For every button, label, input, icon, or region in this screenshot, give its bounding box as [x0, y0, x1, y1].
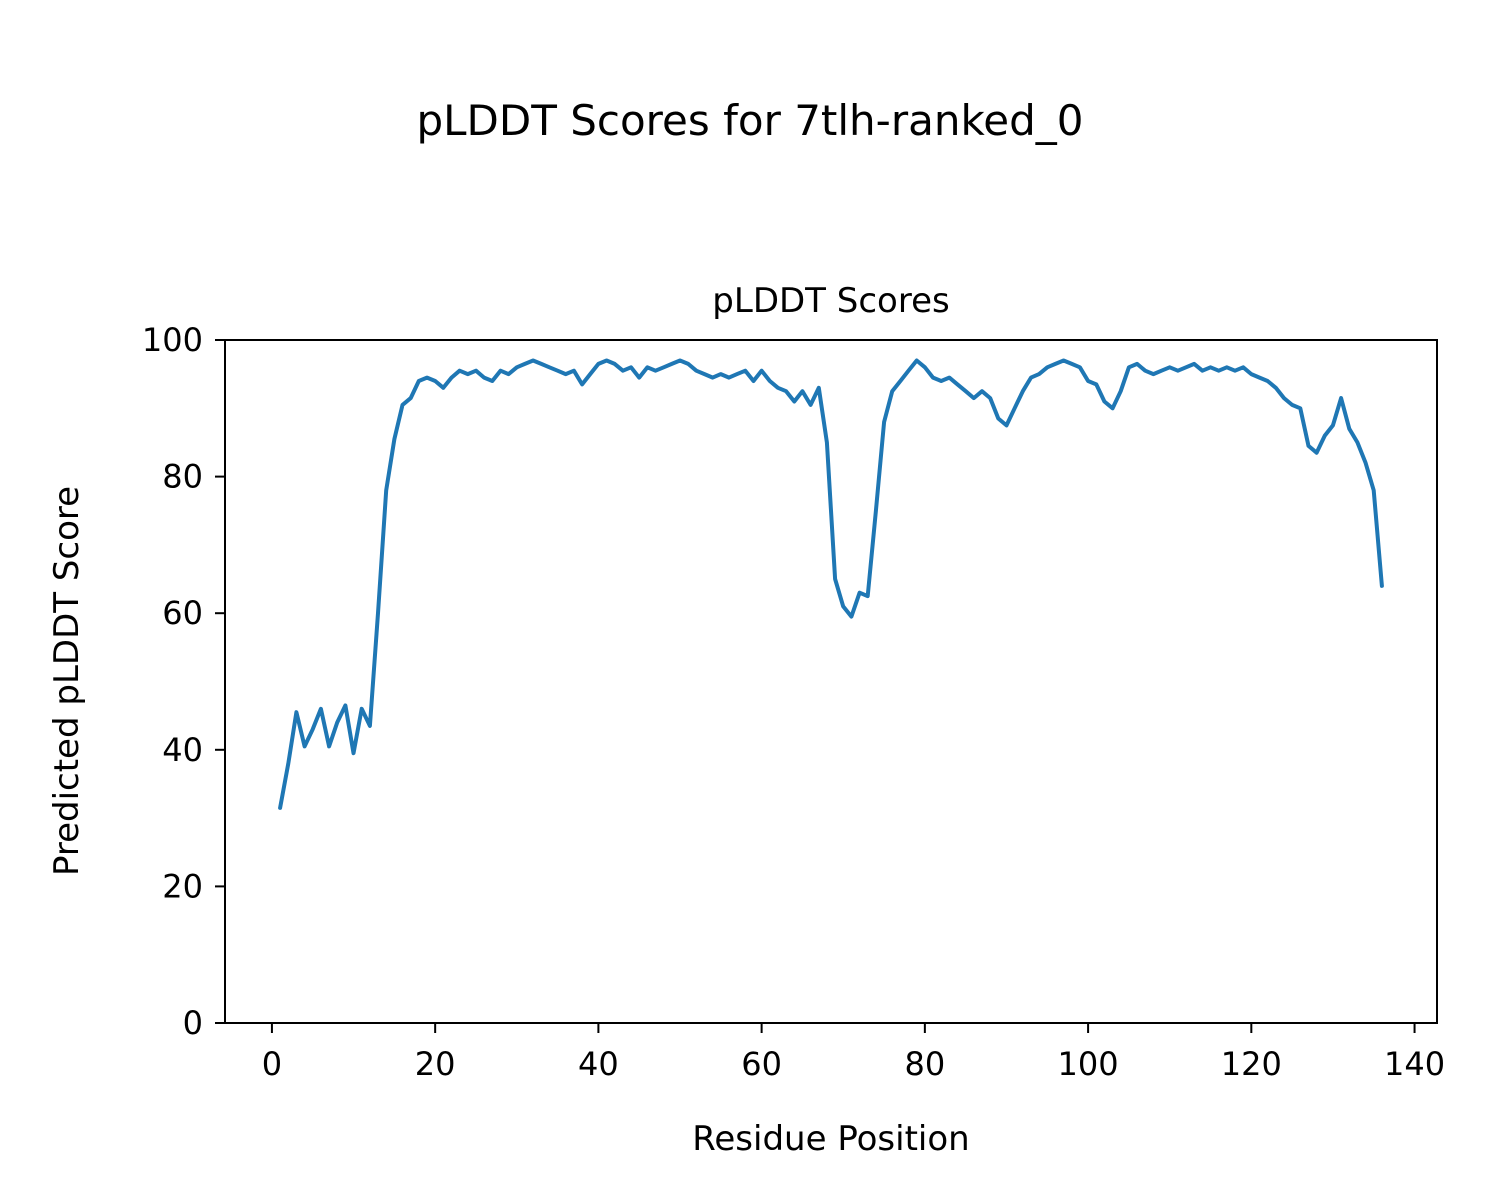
- x-tick-label: 0: [262, 1045, 282, 1083]
- axes-title: pLDDT Scores: [712, 281, 949, 321]
- y-tick-label: 40: [162, 731, 203, 769]
- x-tick-label: 20: [415, 1045, 456, 1083]
- x-tick-label: 140: [1384, 1045, 1445, 1083]
- x-axis-label: Residue Position: [692, 1119, 969, 1159]
- y-axis-label: Predicted pLDDT Score: [47, 486, 87, 876]
- x-tick-label: 60: [741, 1045, 782, 1083]
- x-tick-label: 40: [578, 1045, 619, 1083]
- y-tick-label: 60: [162, 594, 203, 632]
- y-tick-label: 80: [162, 458, 203, 496]
- plddt-line: [278, 358, 1384, 810]
- x-tick-label: 120: [1221, 1045, 1282, 1083]
- y-tick-label: 100: [142, 321, 203, 359]
- x-tick-label: 100: [1058, 1045, 1119, 1083]
- figure-title: pLDDT Scores for 7tlh-ranked_0: [416, 96, 1083, 145]
- x-tick-label: 80: [904, 1045, 945, 1083]
- axes-spines: [224, 339, 1438, 1024]
- plot-area: 0 20 40 60 80 100 120 140 0 20 40 60 80 100: [142, 321, 1445, 1083]
- y-tick-label: 0: [183, 1004, 203, 1042]
- y-tick-label: 20: [162, 867, 203, 905]
